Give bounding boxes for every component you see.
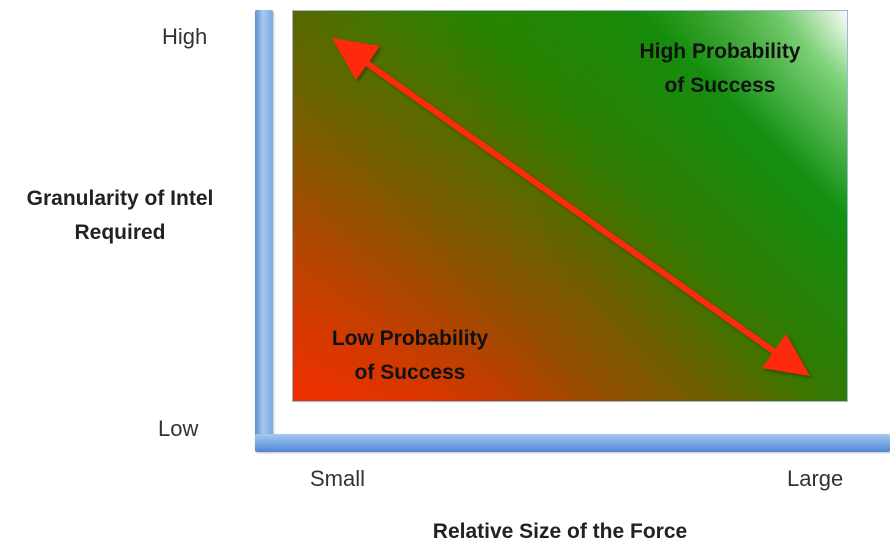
arrow-shaft bbox=[351, 51, 789, 363]
low-probability-line1: Low Probability bbox=[331, 327, 489, 350]
arrow-head-top-left bbox=[332, 38, 380, 80]
low-probability-line2: of Success bbox=[354, 361, 466, 384]
high-probability-line1: High Probability bbox=[639, 40, 801, 63]
x-axis-title: Relative Size of the Force bbox=[432, 520, 688, 543]
x-tick-small: Small bbox=[310, 466, 366, 491]
y-tick-high: High bbox=[162, 24, 208, 49]
double-headed-arrow bbox=[332, 38, 810, 376]
high-probability-label: High Probability of Success bbox=[600, 35, 840, 103]
arrow-head-bottom-right bbox=[762, 334, 810, 376]
x-axis-bar bbox=[255, 434, 890, 452]
low-probability-label: Low Probability of Success bbox=[300, 322, 520, 390]
y-axis-bar bbox=[255, 10, 273, 450]
y-tick-low: Low bbox=[158, 416, 199, 441]
y-axis-title: Granularity of Intel Required bbox=[26, 187, 214, 244]
high-probability-line2: of Success bbox=[664, 74, 776, 97]
x-tick-large: Large bbox=[787, 466, 844, 491]
